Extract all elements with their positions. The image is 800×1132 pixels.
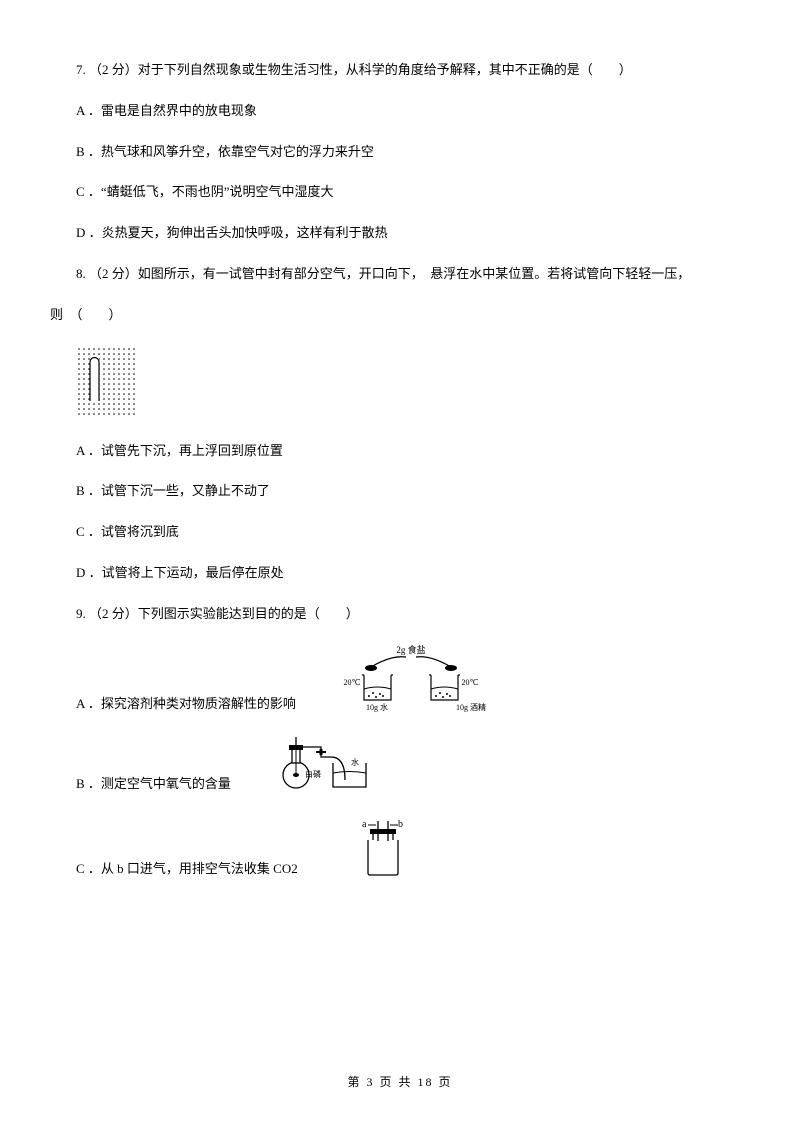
diag-c-a-label: a: [362, 819, 367, 830]
diag-c-b-label: b: [398, 819, 403, 830]
diag-a-left-temp: 20℃: [343, 678, 360, 687]
q7-stem: 7. （2 分）对于下列自然现象或生物生活习性，从科学的角度给予解释，其中不正确…: [50, 60, 750, 81]
diag-a-left-bottom: 10g 水: [366, 702, 388, 712]
q7-option-a: A ．雷电是自然界中的放电现象: [50, 101, 750, 122]
q8-option-b: B ．试管下沉一些，又静止不动了: [50, 481, 750, 502]
test-tube-icon: [90, 357, 99, 401]
diag-a-right-bottom: 10g 酒精: [456, 702, 486, 712]
q9-option-b: B ．测定空气中氧气的含量: [50, 774, 231, 795]
diag-a-right-temp: 20℃: [461, 678, 478, 687]
q9-diagram-a: 2g 食盐 20℃ 10g 水 20℃ 10g 酒精: [336, 645, 486, 715]
water-dots: [76, 346, 136, 416]
q9-option-c-row: C ．从 b 口进气，用排空气法收集 CO2 a b: [50, 815, 750, 880]
diag-b-w-label: 水: [351, 757, 359, 767]
q8-option-a: A ．试管先下沉，再上浮回到原位置: [50, 441, 750, 462]
q7-option-b: B ．热气球和风筝升空，依靠空气对它的浮力来升空: [50, 142, 750, 163]
q7-option-d: D ．炎热夏天，狗伸出舌头加快呼吸，这样有利于散热: [50, 223, 750, 244]
q7-option-c: C ．“蜻蜓低飞，不雨也阴”说明空气中湿度大: [50, 182, 750, 203]
q9-diagram-b: 白磷 水: [271, 735, 401, 795]
q9-diagram-c: a b: [338, 815, 428, 880]
q9-option-c: C ．从 b 口进气，用排空气法收集 CO2: [50, 859, 298, 880]
q8-option-d: D ．试管将上下运动，最后停在原处: [50, 563, 750, 584]
q9-option-a: A ．探究溶剂种类对物质溶解性的影响: [50, 694, 296, 715]
page-number: 第 3 页 共 18 页: [347, 1075, 452, 1089]
diag-a-top-label: 2g 食盐: [396, 645, 425, 655]
question-9: 9. （2 分）下列图示实验能达到目的的是（ ） A ．探究溶剂种类对物质溶解性…: [50, 604, 750, 880]
q9-option-b-row: B ．测定空气中氧气的含量 白磷 水: [50, 735, 750, 795]
diag-b-p-label: 白磷: [305, 769, 321, 779]
question-8: 8. （2 分）如图所示，有一试管中封有部分空气，开口向下， 悬浮在水中某位置。…: [50, 264, 750, 584]
q8-stem-line2: 则 （ ）: [50, 305, 750, 326]
page-footer: 第 3 页 共 18 页: [0, 1073, 800, 1092]
q8-diagram: [76, 346, 136, 416]
q9-stem: 9. （2 分）下列图示实验能达到目的的是（ ）: [50, 604, 750, 625]
q8-stem-line1: 8. （2 分）如图所示，有一试管中封有部分空气，开口向下， 悬浮在水中某位置。…: [50, 264, 750, 285]
q9-option-a-row: A ．探究溶剂种类对物质溶解性的影响 2g 食盐 20℃ 10g 水: [50, 645, 750, 715]
question-7: 7. （2 分）对于下列自然现象或生物生活习性，从科学的角度给予解释，其中不正确…: [50, 60, 750, 244]
q8-option-c: C ．试管将沉到底: [50, 522, 750, 543]
